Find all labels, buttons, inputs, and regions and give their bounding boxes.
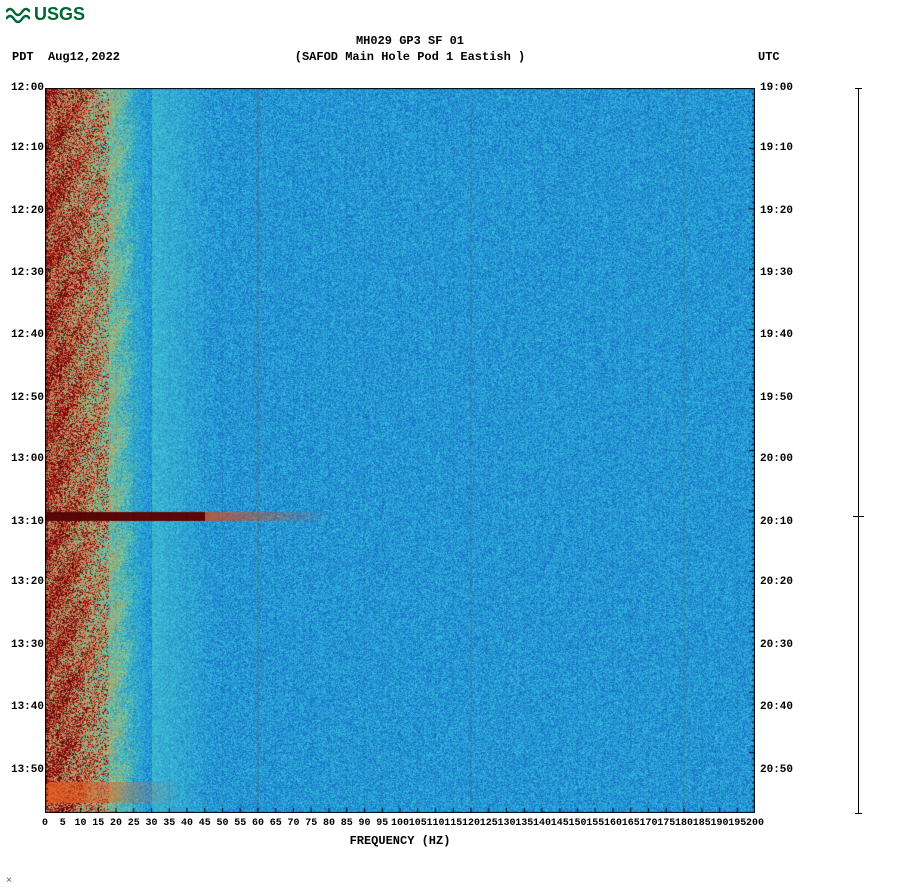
x-tick-label: 40 [181, 818, 193, 829]
x-tick-label: 180 [675, 818, 693, 829]
y-left-tick-label: 12:00 [11, 82, 44, 94]
y-left-tick-label: 12:30 [11, 267, 44, 279]
x-tick-label: 115 [444, 818, 462, 829]
chart-title: MH029 GP3 SF 01 [0, 34, 820, 48]
x-tick-label: 55 [234, 818, 246, 829]
usgs-logo: USGS [6, 4, 85, 25]
chart-subtitle: (SAFOD Main Hole Pod 1 Eastish ) [0, 50, 820, 64]
y-right-tick-label: 19:00 [760, 82, 793, 94]
y-right-tick-label: 20:50 [760, 764, 793, 776]
x-tick-label: 50 [216, 818, 228, 829]
x-tick-label: 155 [586, 818, 604, 829]
x-tick-label: 135 [515, 818, 533, 829]
x-tick-label: 10 [74, 818, 86, 829]
x-tick-label: 195 [728, 818, 746, 829]
x-tick-label: 85 [341, 818, 353, 829]
x-tick-label: 30 [145, 818, 157, 829]
y-left-tick-label: 13:00 [11, 453, 44, 465]
x-tick-label: 80 [323, 818, 335, 829]
x-tick-label: 140 [533, 818, 551, 829]
wave-icon [6, 6, 30, 24]
x-tick-label: 25 [128, 818, 140, 829]
x-tick-label: 15 [92, 818, 104, 829]
x-tick-label: 0 [42, 818, 48, 829]
x-tick-label: 200 [746, 818, 764, 829]
x-tick-label: 70 [287, 818, 299, 829]
y-left-tick-label: 13:10 [11, 516, 44, 528]
x-tick-label: 75 [305, 818, 317, 829]
x-tick-label: 60 [252, 818, 264, 829]
x-axis-labels: 0510152025303540455055606570758085909510… [45, 818, 755, 832]
spectrogram-plot [45, 88, 755, 813]
y-axis-left-labels: 12:0012:1012:2012:3012:4012:5013:0013:10… [6, 88, 44, 813]
x-tick-label: 100 [391, 818, 409, 829]
y-left-tick-label: 12:40 [11, 329, 44, 341]
x-tick-label: 175 [657, 818, 675, 829]
y-right-tick-label: 20:30 [760, 639, 793, 651]
x-tick-label: 65 [270, 818, 282, 829]
y-left-tick-label: 13:40 [11, 701, 44, 713]
x-tick-label: 150 [568, 818, 586, 829]
y-right-tick-label: 19:50 [760, 392, 793, 404]
y-right-tick-label: 19:20 [760, 205, 793, 217]
spectrogram-canvas [45, 88, 755, 813]
y-right-tick-label: 20:10 [760, 516, 793, 528]
timezone-right-label: UTC [758, 50, 780, 64]
x-tick-label: 5 [60, 818, 66, 829]
logo-text: USGS [34, 4, 85, 25]
x-tick-label: 185 [693, 818, 711, 829]
x-tick-label: 120 [462, 818, 480, 829]
x-tick-label: 35 [163, 818, 175, 829]
x-tick-label: 190 [710, 818, 728, 829]
y-left-tick-label: 13:20 [11, 576, 44, 588]
corner-mark: × [6, 876, 12, 887]
y-right-tick-label: 19:10 [760, 142, 793, 154]
y-left-tick-label: 13:50 [11, 764, 44, 776]
y-left-tick-label: 12:10 [11, 142, 44, 154]
x-tick-label: 110 [426, 818, 444, 829]
x-tick-label: 20 [110, 818, 122, 829]
y-left-tick-label: 12:20 [11, 205, 44, 217]
y-right-tick-label: 19:40 [760, 329, 793, 341]
date-label: Aug12,2022 [48, 50, 120, 64]
x-tick-label: 95 [376, 818, 388, 829]
x-tick-label: 125 [480, 818, 498, 829]
x-tick-label: 45 [199, 818, 211, 829]
y-right-tick-label: 19:30 [760, 267, 793, 279]
timezone-left-label: PDT [12, 50, 34, 64]
y-left-tick-label: 12:50 [11, 392, 44, 404]
y-right-tick-label: 20:40 [760, 701, 793, 713]
x-tick-label: 160 [604, 818, 622, 829]
x-tick-label: 165 [622, 818, 640, 829]
y-axis-right-labels: 19:0019:1019:2019:3019:4019:5020:0020:10… [760, 88, 800, 813]
x-tick-label: 145 [551, 818, 569, 829]
y-right-tick-label: 20:00 [760, 453, 793, 465]
amplitude-scale [858, 88, 859, 813]
y-left-tick-label: 13:30 [11, 639, 44, 651]
x-tick-label: 170 [639, 818, 657, 829]
x-axis-title: FREQUENCY (HZ) [45, 834, 755, 848]
x-tick-label: 105 [409, 818, 427, 829]
x-tick-label: 130 [497, 818, 515, 829]
y-right-tick-label: 20:20 [760, 576, 793, 588]
x-tick-label: 90 [358, 818, 370, 829]
